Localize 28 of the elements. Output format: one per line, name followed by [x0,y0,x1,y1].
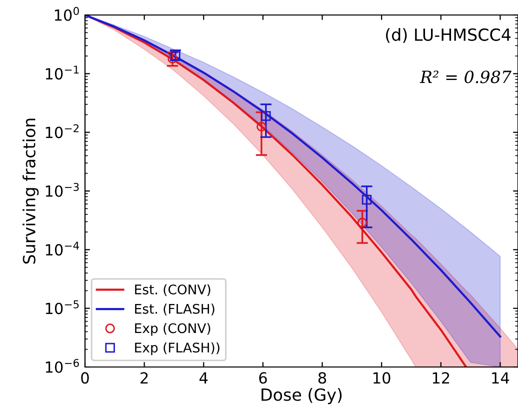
y-tick-label: 10$^{−4}$ [46,242,79,256]
point [261,111,271,121]
point [357,218,368,228]
annotation: (d) LU-HMSCC4 [386,28,511,43]
legend-label: Est. (FLASH) [135,304,214,316]
y-tick-label: 10$^{−6}$ [46,358,79,373]
legend-label: Exp (CONV) [135,323,210,336]
x-tick-label: 10 [374,372,390,384]
x-tick-label: 0 [81,372,89,384]
x-tick-label: 14 [492,372,510,384]
point [256,122,266,132]
x-tick-label: 12 [432,372,450,384]
y-tick-label: 10$^{−3}$ [46,182,79,197]
legend-label: Est. (CONV) [135,284,210,296]
x-axis-title: Dose (Gy) [262,388,342,404]
y-tick-label: 10$^{−5}$ [46,300,79,314]
x-tick-label: 2 [140,372,148,384]
annotation: R² = 0.987 [420,70,512,84]
point [362,194,372,205]
x-tick-label: 6 [259,372,267,384]
y-tick-label: 10$^{−1}$ [46,66,79,80]
x-tick-label: 4 [200,372,208,384]
y-axis-title: Surviving fraction [22,118,39,264]
point [168,54,178,64]
y-tick-label: 10$^{−2}$ [46,124,79,138]
legend-label: Exp (FLASH)) [135,342,220,356]
x-tick-label: 8 [318,372,326,384]
y-tick-label: 10$^{0}$ [54,6,79,21]
